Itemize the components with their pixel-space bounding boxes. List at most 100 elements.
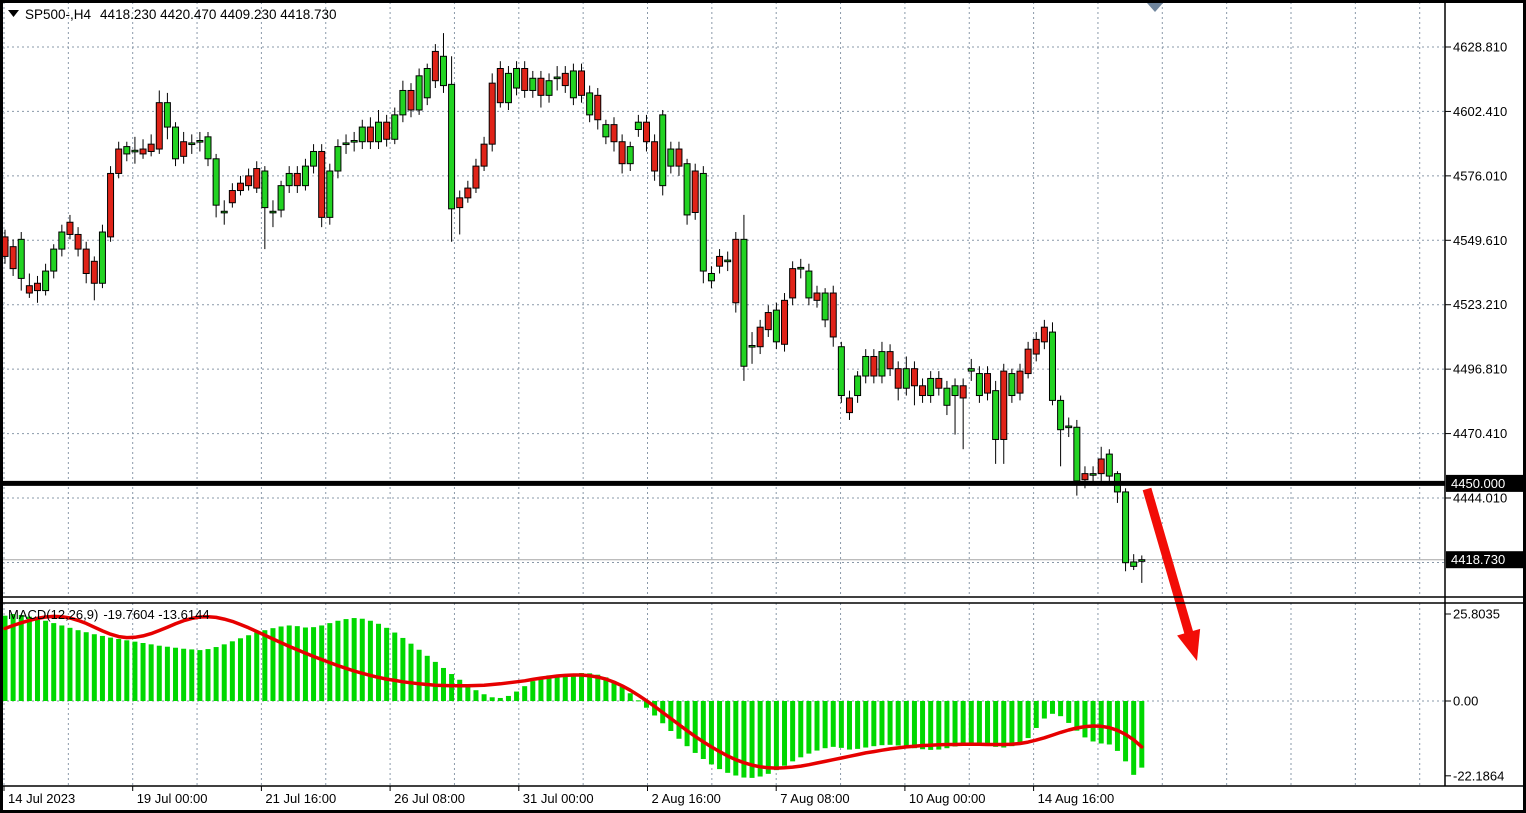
macd-bar xyxy=(782,701,788,766)
macd-bar xyxy=(278,626,284,701)
candle xyxy=(975,366,983,403)
candle-body xyxy=(910,368,918,387)
macd-bar xyxy=(863,701,869,748)
macd-bar xyxy=(855,701,861,749)
axis-labels: 4628.810 4602.410 4576.010 4549.610 4523.210… xyxy=(3,40,1525,806)
macd-bar xyxy=(400,637,406,701)
macd-bar xyxy=(765,701,771,774)
candle xyxy=(188,134,196,154)
arrow-head-icon[interactable] xyxy=(1177,628,1201,661)
candle xyxy=(667,141,675,174)
candle xyxy=(1138,555,1146,583)
macd-bar xyxy=(790,701,796,762)
candle-body xyxy=(789,268,797,299)
candle-body xyxy=(285,172,293,187)
macd-bar xyxy=(148,644,154,701)
price-tick-label: 4602.410 xyxy=(1453,104,1507,119)
candle xyxy=(472,158,480,193)
candle xyxy=(724,251,732,272)
candle xyxy=(488,73,496,152)
candle xyxy=(33,275,41,303)
macd-bar xyxy=(595,674,601,701)
candle-body xyxy=(1089,473,1097,476)
macd-bar xyxy=(343,619,349,701)
candle-body xyxy=(180,141,188,157)
macd-bar xyxy=(911,701,917,749)
candle-body xyxy=(602,124,610,138)
candle-body xyxy=(545,80,553,96)
candle xyxy=(277,180,285,218)
candle xyxy=(748,332,756,364)
macd-bar xyxy=(2,615,8,701)
arrow-shaft[interactable] xyxy=(1142,487,1195,640)
candle-body xyxy=(464,187,472,199)
candle-body xyxy=(310,150,318,167)
candle xyxy=(318,144,326,228)
candle-body xyxy=(423,68,431,99)
candle xyxy=(147,134,155,157)
candle xyxy=(375,109,383,150)
candle xyxy=(1008,368,1016,403)
candle-body xyxy=(740,238,748,367)
candle xyxy=(220,200,228,225)
macd-bar xyxy=(229,641,235,701)
candle xyxy=(756,319,764,355)
candle xyxy=(594,88,602,130)
macd-bar xyxy=(1098,701,1104,744)
gridlines xyxy=(2,2,1445,786)
candle xyxy=(139,139,147,159)
macd-bar xyxy=(237,638,243,701)
candle-body xyxy=(448,83,456,210)
price-box-label: 4450.000 xyxy=(1451,476,1505,491)
candle xyxy=(862,349,870,384)
candles-layer[interactable] xyxy=(1,33,1146,583)
candle xyxy=(1097,446,1105,481)
candle-body xyxy=(415,75,423,111)
candle-body xyxy=(594,94,602,121)
candle xyxy=(1048,322,1056,406)
candle-body xyxy=(553,76,561,80)
candle-body xyxy=(1081,473,1089,481)
macd-indicator-label: MACD(12,26,9) -19.7604 -13.6144 xyxy=(8,607,210,622)
candle xyxy=(1130,554,1138,571)
candle-body xyxy=(862,355,870,377)
candle-body xyxy=(25,285,33,294)
candle-body xyxy=(277,185,285,211)
macd-bar xyxy=(993,701,999,747)
macd-bar xyxy=(814,701,820,751)
macd-bar xyxy=(920,701,926,750)
time-tick-label: 19 Jul 00:00 xyxy=(137,791,208,806)
candle-body xyxy=(870,355,878,377)
macd-bar xyxy=(392,632,398,701)
macd-bar xyxy=(359,618,365,701)
candle-body xyxy=(772,309,780,343)
macd-tick-label: 0.00 xyxy=(1453,694,1478,709)
macd-bar xyxy=(416,649,422,701)
candle-body xyxy=(642,121,650,143)
macd-bar xyxy=(1139,701,1145,768)
macd-bar xyxy=(197,650,203,701)
trend-arrow[interactable] xyxy=(1142,487,1201,661)
candle xyxy=(959,378,967,450)
candle xyxy=(781,293,789,352)
macd-bar xyxy=(34,618,40,701)
macd-bar xyxy=(408,643,414,701)
candle-body xyxy=(66,221,74,235)
symbol-dropdown-icon[interactable] xyxy=(8,10,19,17)
candle xyxy=(927,371,935,403)
candle xyxy=(496,61,504,108)
candle-body xyxy=(854,375,862,397)
macd-bar xyxy=(619,686,625,701)
candle-body xyxy=(496,68,504,104)
candle-body xyxy=(33,282,41,292)
candle-body xyxy=(326,170,334,218)
candle xyxy=(1089,466,1097,484)
macd-bar xyxy=(140,643,146,701)
macd-bar xyxy=(286,625,292,701)
macd-bar xyxy=(798,701,804,758)
macd-bar xyxy=(262,630,268,701)
macd-bar xyxy=(757,701,763,777)
candle-body xyxy=(42,270,50,292)
